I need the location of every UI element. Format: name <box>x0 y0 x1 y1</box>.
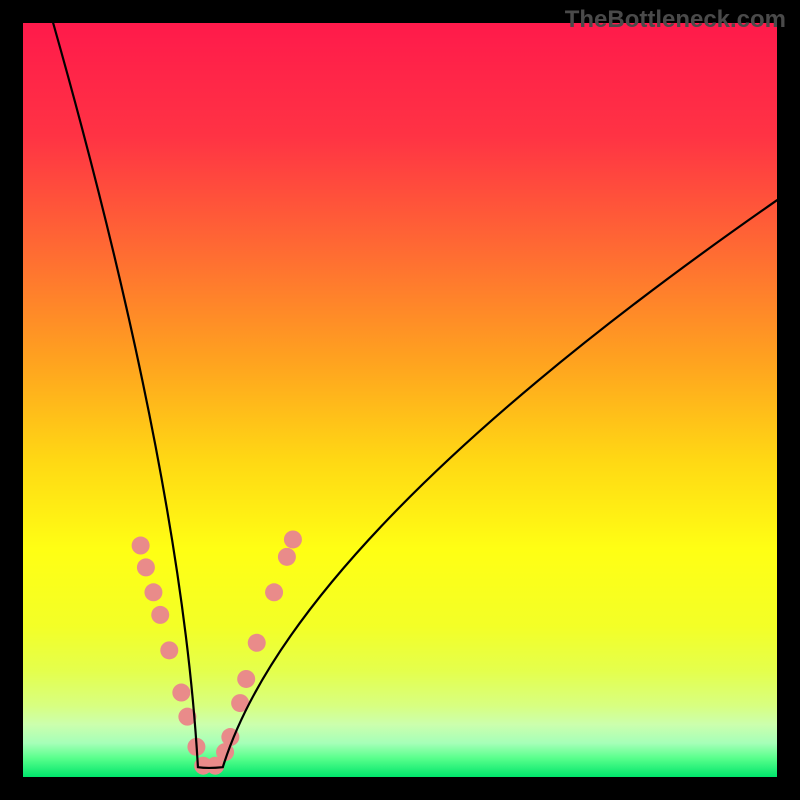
scatter-point <box>248 634 266 652</box>
scatter-point <box>284 530 302 548</box>
gradient-background <box>23 23 777 777</box>
scatter-point <box>160 641 178 659</box>
scatter-point <box>278 548 296 566</box>
scatter-point <box>265 583 283 601</box>
chart-frame: TheBottleneck.com <box>0 0 800 800</box>
bottleneck-curve-chart <box>0 0 800 800</box>
scatter-point <box>132 537 150 555</box>
scatter-point <box>237 670 255 688</box>
scatter-point <box>144 583 162 601</box>
scatter-point <box>137 558 155 576</box>
scatter-point <box>151 606 169 624</box>
scatter-point <box>172 684 190 702</box>
